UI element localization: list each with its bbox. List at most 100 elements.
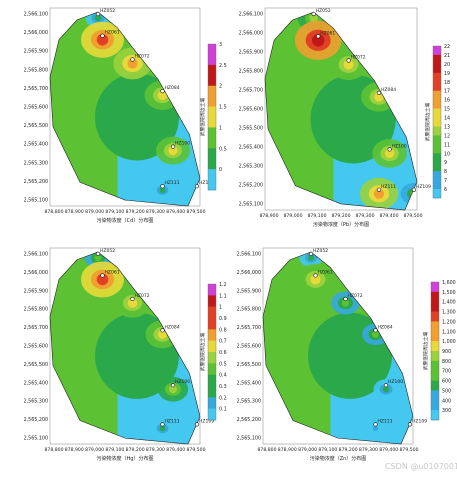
station-label: HZ084 <box>165 324 180 330</box>
x-tick-label: 879,000 <box>85 209 104 215</box>
legend-label: 0.4 <box>219 373 227 379</box>
legend-swatch <box>208 408 216 421</box>
legend-label: 16 <box>444 98 450 104</box>
legend-label: 17 <box>444 89 450 95</box>
station-label: HZ072 <box>135 53 150 59</box>
station-label: HZ111 <box>378 418 393 424</box>
station-marker <box>160 422 165 427</box>
y-tick-label: 2,565,100 <box>237 436 261 442</box>
station-label: HZ052 <box>313 248 328 254</box>
station-label: HZ072 <box>135 293 150 299</box>
station-marker <box>160 184 165 189</box>
legend-label: 0 <box>219 167 222 173</box>
legend-swatch <box>208 352 216 364</box>
y-tick-label: 2,566,000 <box>24 30 48 36</box>
legend-swatch <box>208 284 216 296</box>
legend-label: 8 <box>444 169 447 175</box>
legend-swatch <box>433 108 441 118</box>
legend-swatch <box>433 180 441 190</box>
legend-swatch <box>431 390 439 401</box>
station-label: HZ109 <box>199 418 214 424</box>
y-tick-label: 2,565,900 <box>24 49 48 55</box>
contour-peak <box>373 188 385 199</box>
legend-label: 0.2 <box>219 395 227 401</box>
contour-panel-2: HZ052 HZ061 HZ072 HZ084 HZ100 HZ111 HZ109 2,566… <box>239 7 450 228</box>
legend-swatch <box>208 363 216 375</box>
station-marker <box>376 187 382 192</box>
station-label: HZ100 <box>392 143 407 149</box>
legend-swatch <box>208 295 216 307</box>
x-tick-label: 878,900 <box>65 209 84 215</box>
legend-label: 22 <box>444 44 450 50</box>
y-axis-label: 武警医院周边土壤 <box>199 333 206 372</box>
x-tick-label: 879,200 <box>126 447 145 453</box>
legend-label: 600 <box>442 379 451 385</box>
legend-label: 13 <box>444 124 450 130</box>
station-label: HZ111 <box>165 418 180 424</box>
station-marker <box>100 273 105 278</box>
y-tick-label: 2,566,100 <box>24 12 48 18</box>
station-marker <box>160 328 165 333</box>
contour-peak <box>311 34 325 47</box>
x-tick-label: 879,500 <box>404 213 423 219</box>
x-tick-label: 878,800 <box>45 209 64 215</box>
x-tick-label: 878,800 <box>45 447 64 453</box>
x-tick-label: 878,900 <box>65 447 84 453</box>
y-tick-label: 2,565,800 <box>24 307 48 313</box>
y-tick-label: 2,565,600 <box>24 105 48 111</box>
station-label: HZ052 <box>100 8 115 14</box>
station-label: HZ052 <box>316 8 331 14</box>
y-tick-label: 2,565,100 <box>24 198 48 204</box>
y-tick-label: 2,565,300 <box>239 164 263 170</box>
contour-peak <box>158 329 167 339</box>
legend-swatch <box>433 153 441 163</box>
x-tick-label: 879,000 <box>85 447 104 453</box>
legend-swatch <box>431 410 439 421</box>
contour-peak <box>385 148 395 158</box>
legend-frame <box>207 283 217 421</box>
contour-peak <box>127 298 138 308</box>
y-tick-label: 2,565,900 <box>237 288 261 294</box>
station-label: HZ084 <box>165 85 180 91</box>
legend-swatch <box>208 85 216 107</box>
x-tick-label: 879,500 <box>187 209 206 215</box>
x-tick-label: 879,300 <box>356 213 375 219</box>
station-marker <box>411 187 417 192</box>
legend-swatch <box>433 135 441 145</box>
legend-label: 0.5 <box>219 361 227 367</box>
legend-swatch <box>208 397 216 409</box>
legend-swatch <box>208 386 216 398</box>
legend-label: 0.3 <box>219 384 227 390</box>
area-outline <box>49 11 201 207</box>
station-marker <box>194 422 200 427</box>
x-tick-label: 879,000 <box>284 213 303 219</box>
legend-label: 12 <box>444 133 450 139</box>
legend-swatch <box>433 189 441 199</box>
legend-swatch <box>431 311 439 322</box>
contour-peak <box>372 330 379 338</box>
area-outline <box>49 251 201 445</box>
y-tick-label: 2,565,800 <box>24 67 48 73</box>
legend-swatch <box>431 321 439 332</box>
x-tick-label: 879,300 <box>359 447 378 453</box>
station-marker <box>194 184 200 189</box>
legend-swatch <box>208 127 216 149</box>
legend-label: 0.8 <box>219 327 227 333</box>
station-label: HZ111 <box>381 184 396 190</box>
area-outline <box>262 251 414 445</box>
legend-swatch <box>433 81 441 92</box>
station-marker <box>373 422 378 427</box>
legend-swatch <box>208 329 216 341</box>
station-marker <box>407 422 413 427</box>
station-label: HZ061 <box>320 30 335 36</box>
contour-panel-3: HZ052 HZ061 HZ072 HZ084 HZ100 HZ111 HZ109 2,566… <box>24 247 227 462</box>
legend-swatch <box>433 144 441 154</box>
legend-label: 2 <box>219 84 222 90</box>
contour-peak <box>343 59 354 70</box>
contour-peak <box>169 385 177 394</box>
y-tick-label: 2,565,100 <box>239 202 263 208</box>
y-tick-label: 2,565,100 <box>24 436 48 442</box>
station-marker <box>95 251 101 256</box>
y-tick-label: 2,565,400 <box>24 380 48 386</box>
